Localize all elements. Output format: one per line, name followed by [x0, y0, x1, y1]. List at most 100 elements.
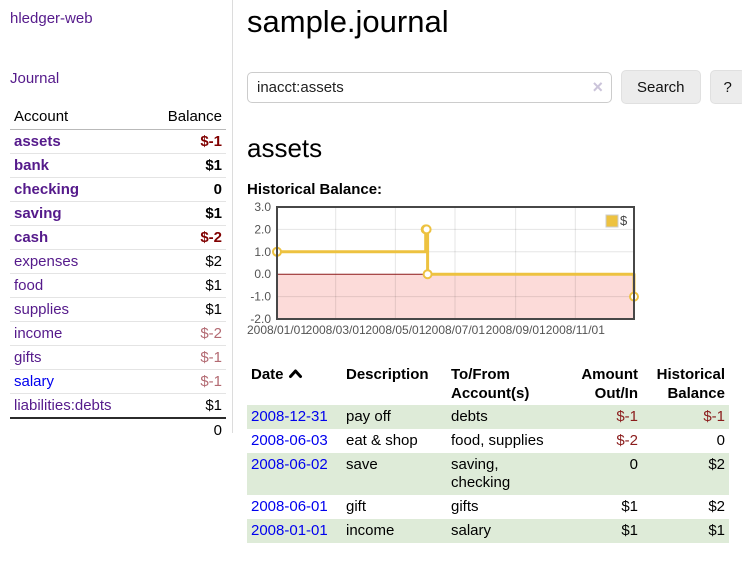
legend-swatch: [605, 214, 619, 228]
sidebar: hledger-web Journal Account Balance asse…: [0, 0, 233, 442]
balance-column-header: Balance: [145, 105, 226, 130]
sidebar-item-journal[interactable]: Journal: [10, 70, 60, 87]
transaction-date-cell: 2008-06-02: [247, 453, 342, 495]
app-brand-link[interactable]: hledger-web: [10, 10, 93, 27]
transaction-description-cell: pay off: [346, 408, 391, 425]
data-point-marker[interactable]: [422, 269, 433, 280]
x-axis-tick-label: 2008/05/01: [365, 323, 425, 337]
transaction-balance-cell: $2: [708, 456, 725, 473]
register-row: 2008-12-31 pay off debts $-1 $-1: [247, 405, 729, 429]
sidebar-account-balance: $2: [205, 253, 222, 270]
sidebar-account-link[interactable]: assets: [14, 133, 61, 150]
sidebar-account-balance: $1: [205, 277, 222, 294]
transaction-balance-cell: $2: [708, 498, 725, 515]
chart-title: Historical Balance:: [247, 181, 383, 198]
register-header-row: Date Description To/From Account(s) Amou…: [247, 363, 729, 405]
transaction-description-cell: income: [346, 522, 395, 539]
transaction-date-link[interactable]: 2008-06-02: [251, 456, 328, 473]
sidebar-account-link[interactable]: gifts: [14, 349, 42, 366]
sidebar-accounts-header-row: Account Balance: [10, 105, 226, 130]
transaction-accounts-cell: food, supplies: [451, 432, 544, 449]
y-axis-tick-label: 3.0: [254, 202, 271, 214]
sidebar-account-balance: $1: [205, 301, 222, 318]
search-button[interactable]: Search: [621, 70, 701, 104]
x-axis-tick-label: 2008/11/01: [546, 323, 605, 337]
sidebar-account-balance: $-2: [200, 325, 222, 342]
data-point-marker[interactable]: [421, 224, 432, 235]
sidebar-account-row: supplies $1: [10, 298, 226, 322]
transaction-amount-cell: 0: [629, 456, 638, 473]
sidebar-accounts-body: assets $-1 bank $1 checking 0 saving $1 cash $-2 e…: [10, 130, 226, 419]
sidebar-account-link[interactable]: bank: [14, 157, 50, 174]
description-column-header: Description: [346, 366, 429, 383]
transaction-amount-cell: $-1: [616, 408, 638, 425]
clear-search-icon[interactable]: ×: [592, 76, 603, 97]
sidebar-account-link[interactable]: liabilities:debts: [14, 397, 112, 414]
y-axis-tick-label: -1.0: [250, 290, 271, 304]
transaction-amount-cell: $-2: [616, 432, 638, 449]
transaction-date-cell: 2008-06-03: [247, 429, 342, 453]
date-header-label: Date: [251, 366, 284, 383]
y-axis-tick-label: 1.0: [254, 245, 271, 259]
sidebar-total-row: 0: [10, 417, 226, 442]
sidebar-account-row: liabilities:debts $1: [10, 394, 226, 419]
transaction-accounts-cell: salary: [451, 522, 492, 539]
transaction-date-link[interactable]: 2008-12-31: [251, 408, 328, 425]
transaction-balance-cell: $-1: [703, 408, 725, 425]
sidebar-account-row: income $-2: [10, 322, 226, 346]
sidebar-accounts-table: Account Balance assets $-1 bank $1 checking 0…: [10, 105, 226, 442]
x-axis-tick-label: 2008/09/01: [486, 323, 546, 337]
transaction-accounts-cell: gifts: [451, 498, 479, 515]
register-body: 2008-12-31 pay off debts $-1 $-1 2008-06-03 ea…: [247, 405, 729, 543]
account-heading: assets: [247, 133, 323, 163]
sidebar-account-row: gifts $-1: [10, 346, 226, 370]
register-row: 2008-01-01 income salary $1 $1: [247, 519, 729, 543]
register-row: 2008-06-01 gift gifts $1 $2: [247, 495, 729, 519]
transaction-date-link[interactable]: 2008-06-01: [251, 498, 328, 515]
journal-title: sample.journal: [247, 4, 449, 39]
sidebar-account-row: checking 0: [10, 178, 226, 202]
sidebar-account-row: food $1: [10, 274, 226, 298]
transaction-accounts-cell: debts: [451, 408, 488, 425]
help-button[interactable]: ?: [709, 70, 742, 104]
sidebar-account-row: salary $-1: [10, 370, 226, 394]
sidebar-account-link[interactable]: expenses: [14, 253, 79, 270]
y-axis-tick-label: 2.0: [254, 222, 271, 236]
sidebar-account-row: saving $1: [10, 202, 226, 226]
sidebar-account-link[interactable]: food: [14, 277, 44, 294]
x-axis-tick-label: 2008/03/01: [306, 323, 366, 337]
sidebar-account-link[interactable]: income: [14, 325, 63, 342]
accounts-column-header: To/From Account(s): [451, 366, 530, 402]
search-bar: × Search ?: [247, 70, 742, 104]
date-column-header[interactable]: Date: [247, 363, 342, 405]
y-axis-tick-label: -2.0: [250, 312, 271, 326]
sidebar-account-row: bank $1: [10, 154, 226, 178]
sidebar-account-balance: 0: [213, 181, 222, 198]
sidebar-account-row: cash $-2: [10, 226, 226, 250]
transaction-description-cell: gift: [346, 498, 367, 515]
sidebar-account-link[interactable]: salary: [14, 373, 55, 390]
search-input[interactable]: [247, 71, 612, 103]
sidebar-account-row: expenses $2: [10, 250, 226, 274]
sidebar-account-link[interactable]: saving: [14, 205, 62, 222]
y-axis-tick-label: 0.0: [254, 267, 271, 281]
sidebar-account-link[interactable]: cash: [14, 229, 49, 246]
sidebar-account-link[interactable]: checking: [14, 181, 80, 198]
transaction-date-link[interactable]: 2008-06-03: [251, 432, 328, 449]
transaction-amount-cell: $1: [621, 498, 638, 515]
sidebar-account-balance: $1: [205, 157, 222, 174]
account-column-header: Account: [10, 105, 146, 130]
balance-column-header-register: Historical Balance: [656, 366, 725, 402]
sidebar-total-spacer: [10, 417, 146, 442]
transaction-amount-cell: $1: [621, 522, 638, 539]
x-axis-tick-label: 2008/07/01: [425, 323, 485, 337]
transaction-balance-cell: $1: [708, 522, 725, 539]
sidebar-account-balance: $-1: [200, 349, 222, 366]
transaction-date-link[interactable]: 2008-01-01: [251, 522, 328, 539]
historical-balance-chart[interactable]: $3.0 2.0 1.0 0.0 -1.0 -2.02008/01/012008/03/0…: [247, 202, 742, 348]
sidebar-account-balance: $1: [205, 205, 222, 222]
transaction-accounts-cell: saving, checking: [451, 456, 511, 491]
register-table: Date Description To/From Account(s) Amou…: [247, 363, 729, 543]
transaction-date-cell: 2008-12-31: [247, 405, 342, 429]
sidebar-account-link[interactable]: supplies: [14, 301, 70, 318]
